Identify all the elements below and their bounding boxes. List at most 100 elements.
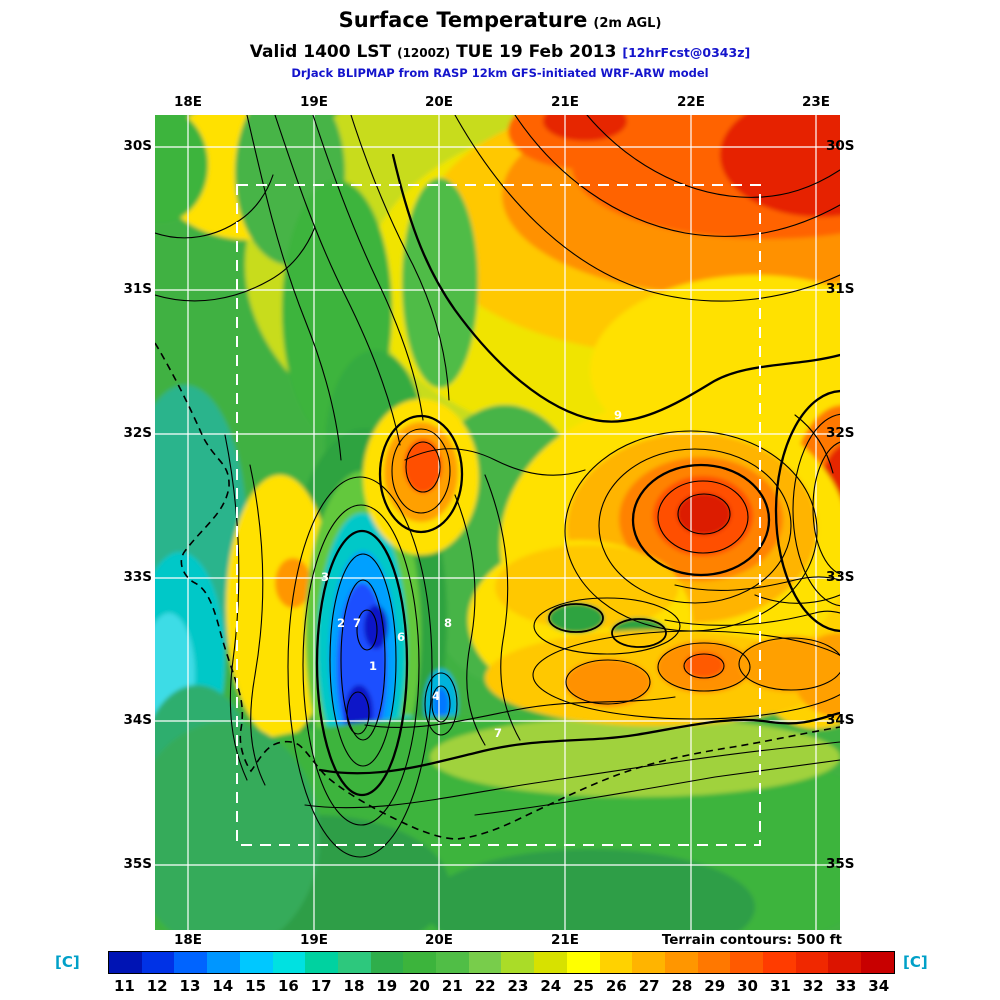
lat-tick-label-right: 33S bbox=[826, 569, 855, 585]
colorbar-cell bbox=[305, 952, 338, 973]
colorbar-value: 28 bbox=[671, 977, 693, 995]
lon-tick-label-top: 18E bbox=[173, 94, 202, 110]
temperature-map: 9 3 2 7 6 8 1 4 7 bbox=[155, 115, 840, 930]
colorbar-value: 29 bbox=[704, 977, 726, 995]
lon-tick-label-bottom: 21E bbox=[550, 932, 579, 948]
lon-tick-label-top: 20E bbox=[424, 94, 453, 110]
colorbar-value: 18 bbox=[343, 977, 365, 995]
forecast-tag: [12hrFcst@0343z] bbox=[622, 45, 751, 60]
colorbar-value: 25 bbox=[573, 977, 594, 995]
colorbar-cell bbox=[370, 952, 404, 973]
colorbar-value: 33 bbox=[835, 977, 857, 995]
colorbar-value: 22 bbox=[474, 977, 496, 995]
colorbar-cell bbox=[174, 952, 208, 973]
terrain-note: Terrain contours: 500 ft bbox=[661, 932, 842, 948]
lon-tick-label-bottom: 19E bbox=[299, 932, 328, 948]
valid-date: TUE 19 Feb 2013 bbox=[456, 42, 617, 62]
lat-tick-label-left: 31S bbox=[123, 281, 152, 297]
contour-label: 9 bbox=[614, 408, 622, 422]
lat-tick-label-left: 33S bbox=[123, 569, 152, 585]
valid-time-line: Valid 1400 LST (1200Z) TUE 19 Feb 2013 [… bbox=[0, 42, 1000, 62]
colorbar-value: 34 bbox=[868, 977, 890, 995]
colorbar-cell bbox=[468, 952, 502, 973]
colorbar-cell bbox=[207, 952, 240, 973]
lon-tick-label-bottom: 20E bbox=[424, 932, 453, 948]
colorbar-values: 11 12 13 14 15 16 17 18 19 20 21 22 23 24 25 26 27 28 29 30… bbox=[108, 977, 895, 995]
lat-tick-label-right: 32S bbox=[826, 425, 855, 441]
lat-tick-label-left: 32S bbox=[123, 425, 152, 441]
colorbar-cell bbox=[501, 952, 535, 973]
contour-label: 1 bbox=[369, 659, 377, 673]
lat-tick-label-right: 30S bbox=[826, 138, 855, 154]
colorbar bbox=[108, 951, 895, 974]
lat-tick-label-left: 30S bbox=[123, 138, 152, 154]
valid-zulu: (1200Z) bbox=[397, 46, 451, 60]
temperature-field bbox=[155, 115, 840, 930]
colorbar-value: 12 bbox=[146, 977, 168, 995]
colorbar-cell bbox=[795, 952, 829, 973]
lat-tick-label-right: 34S bbox=[826, 712, 855, 728]
inner-domain-box bbox=[236, 184, 761, 846]
colorbar-value: 19 bbox=[376, 977, 398, 995]
colorbar-cell bbox=[730, 952, 764, 973]
lon-tick-label-top: 22E bbox=[676, 94, 705, 110]
colorbar-value: 14 bbox=[212, 977, 234, 995]
colorbar-cell bbox=[828, 952, 862, 973]
colorbar-cell bbox=[861, 952, 894, 973]
colorbar-unit-left: [C] bbox=[55, 953, 80, 971]
lat-tick-label-right: 31S bbox=[826, 281, 855, 297]
grid-lines bbox=[155, 115, 840, 930]
colorbar-cell bbox=[534, 952, 567, 973]
lon-tick-label-bottom: 18E bbox=[173, 932, 202, 948]
lat-tick-label-left: 34S bbox=[123, 712, 152, 728]
colorbar-value: 31 bbox=[769, 977, 791, 995]
colorbar-value: 17 bbox=[310, 977, 332, 995]
colorbar-cell bbox=[566, 952, 600, 973]
colorbar-cell bbox=[337, 952, 371, 973]
lat-tick-label-left: 35S bbox=[123, 856, 152, 872]
colorbar-unit-right: [C] bbox=[903, 953, 928, 971]
colorbar-cell bbox=[664, 952, 698, 973]
contour-label: 4 bbox=[432, 689, 440, 703]
colorbar-value: 32 bbox=[802, 977, 824, 995]
colorbar-cell bbox=[697, 952, 731, 973]
colorbar-value: 20 bbox=[409, 977, 430, 995]
colorbar-value: 21 bbox=[441, 977, 463, 995]
lat-tick-label-right: 35S bbox=[826, 856, 855, 872]
page-title: Surface Temperature (2m AGL) bbox=[0, 8, 1000, 32]
colorbar-value: 26 bbox=[605, 977, 627, 995]
colorbar-value: 23 bbox=[507, 977, 529, 995]
colorbar-cell bbox=[141, 952, 175, 973]
contour-labels: 9 3 2 7 6 8 1 4 7 bbox=[321, 408, 622, 740]
lon-tick-label-top: 23E bbox=[801, 94, 830, 110]
colorbar-cell bbox=[403, 952, 437, 973]
colorbar-cell bbox=[272, 952, 306, 973]
colorbar-cell bbox=[436, 952, 469, 973]
lon-tick-label-top: 21E bbox=[550, 94, 579, 110]
colorbar-cell bbox=[763, 952, 796, 973]
colorbar-value: 30 bbox=[737, 977, 758, 995]
colorbar-value: 27 bbox=[638, 977, 660, 995]
title-suffix: (2m AGL) bbox=[593, 16, 662, 31]
colorbar-cell bbox=[239, 952, 273, 973]
colorbar-value: 11 bbox=[113, 977, 135, 995]
contour-label: 6 bbox=[397, 630, 405, 644]
valid-time: Valid 1400 LST bbox=[249, 42, 392, 62]
attribution-line: DrJack BLIPMAP from RASP 12km GFS-initia… bbox=[291, 66, 709, 80]
colorbar-cell bbox=[109, 952, 142, 973]
colorbar-value: 16 bbox=[277, 977, 299, 995]
colorbar-value: 24 bbox=[540, 977, 562, 995]
contour-label: 7 bbox=[494, 726, 502, 740]
contour-lines bbox=[155, 115, 840, 858]
lon-tick-label-top: 19E bbox=[299, 94, 328, 110]
contour-label: 2 bbox=[337, 616, 345, 630]
colorbar-cell bbox=[599, 952, 633, 973]
contour-label: 7 bbox=[353, 616, 361, 630]
contour-label: 3 bbox=[321, 570, 329, 584]
colorbar-cell bbox=[632, 952, 665, 973]
contour-label: 8 bbox=[444, 616, 452, 630]
colorbar-value: 15 bbox=[245, 977, 267, 995]
title-text: Surface Temperature bbox=[338, 8, 588, 32]
colorbar-value: 13 bbox=[179, 977, 201, 995]
